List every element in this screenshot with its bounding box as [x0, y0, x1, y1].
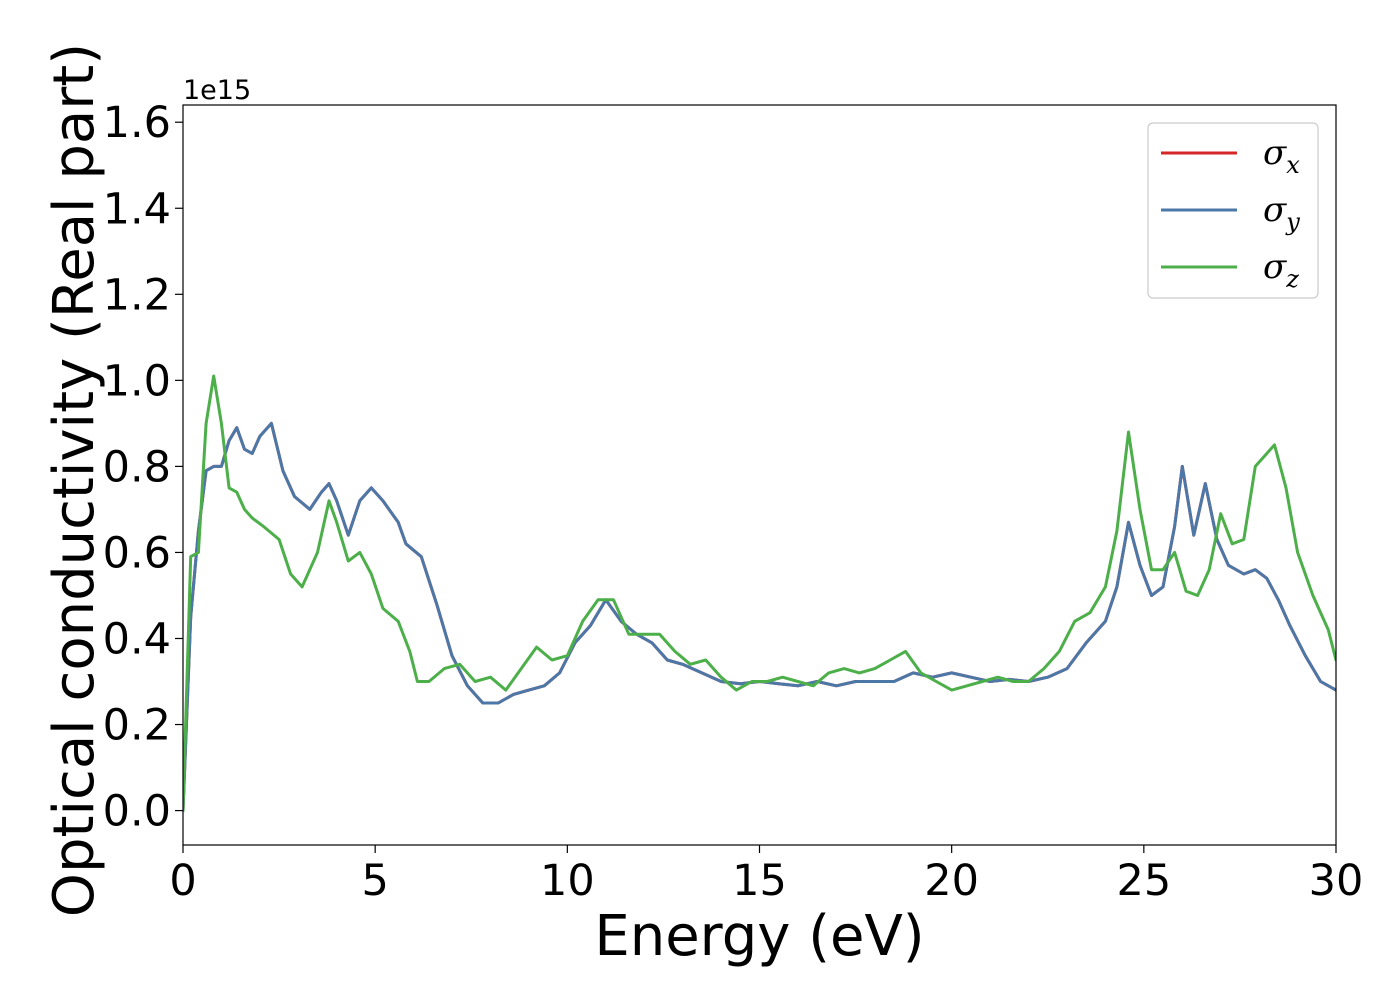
y-axis-offset-text: 1e15 [183, 75, 251, 106]
x-axis-title: Energy (eV) [594, 904, 924, 969]
legend: σx σy σz [1147, 122, 1319, 299]
x-tick-label: 20 [924, 856, 979, 906]
y-tick-label: 0.8 [103, 442, 171, 492]
x-tick-label: 30 [1309, 856, 1364, 906]
series-line-z [183, 374, 1336, 813]
y-axis-title: Optical conductivity (Real part) [42, 43, 107, 917]
x-tick-label: 15 [732, 856, 787, 906]
legend-label-x: σx [1263, 133, 1300, 179]
x-tick-label: 5 [361, 856, 388, 906]
y-tick-label: 0.6 [103, 528, 171, 578]
plot-background [183, 105, 1336, 845]
y-tick-label: 1.2 [103, 270, 171, 320]
y-tick-label: 1.0 [103, 356, 171, 406]
plot-area [182, 104, 1337, 846]
y-tick-label: 1.4 [103, 184, 171, 234]
y-tick-label: 0.2 [103, 701, 171, 751]
y-tick-label: 0.4 [103, 614, 171, 664]
x-tick-label: 25 [1116, 856, 1171, 906]
legend-label-z: σz [1263, 247, 1299, 293]
legend-label-y: σy [1263, 190, 1300, 236]
x-axis-ticks: 0 5 10 15 20 25 30 [169, 845, 1363, 906]
series-layer [183, 374, 1336, 813]
x-tick-label: 0 [169, 856, 196, 906]
y-axis-ticks: 0.0 0.2 0.4 0.6 0.8 1.0 1.2 1.4 1.6 [103, 98, 183, 837]
y-tick-label: 1.6 [103, 98, 171, 148]
x-tick-label: 10 [540, 856, 595, 906]
series-line-y [183, 421, 1336, 813]
y-tick-label: 0.0 [103, 787, 171, 837]
